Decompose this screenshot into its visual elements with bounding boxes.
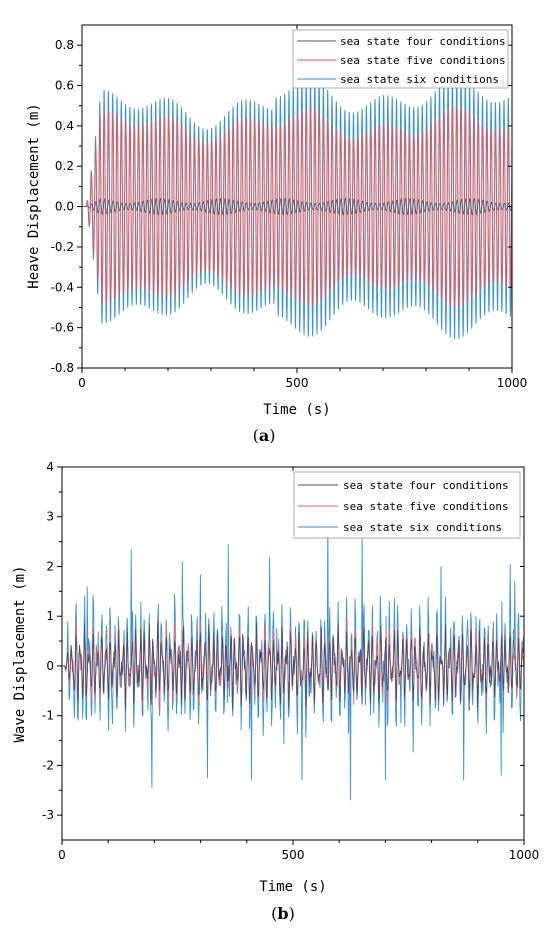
- wave-y-tick-label: -3: [42, 808, 54, 822]
- heave-axis-ticks: 0 500 1000 -0.8 -0.6 -0.4 -0.2 0.0 0.2 0.4 0.6 0.8: [51, 25, 528, 390]
- wave-y-tick-label: 3: [46, 510, 54, 524]
- panel-b-wave-chart: 0 500 1000 -3 -2 -1 0 1 2 3 4 Time (s) Wave Displa…: [12, 460, 539, 923]
- heave-legend-label-six: sea state six conditions: [340, 73, 499, 86]
- heave-series-line-four: [82, 197, 512, 216]
- heave-x-tick-label: 1000: [497, 376, 528, 390]
- heave-y-tick-label: 0.6: [55, 79, 74, 93]
- wave-axis-ticks: 0 500 1000 -3 -2 -1 0 1 2 3 4: [42, 460, 539, 862]
- wave-y-tick-label: 2: [46, 559, 54, 573]
- wave-x-axis-title: Time (s): [259, 879, 326, 895]
- wave-series-line-four: [62, 622, 524, 711]
- wave-legend-label-five: sea state five conditions: [343, 500, 509, 513]
- wave-y-tick-label: 4: [46, 460, 54, 474]
- heave-x-tick-label: 500: [286, 376, 309, 390]
- heave-x-tick-label: 0: [78, 376, 86, 390]
- wave-y-axis-title: Wave Displacement (m): [12, 565, 28, 742]
- heave-y-tick-label: 0.4: [55, 119, 74, 133]
- heave-series-line-five: [82, 105, 512, 308]
- wave-y-tick-label: -1: [42, 709, 54, 723]
- heave-legend-label-five: sea state five conditions: [340, 54, 506, 67]
- heave-y-tick-label: -0.4: [51, 280, 74, 294]
- wave-legend-label-four: sea state four conditions: [343, 479, 509, 492]
- wave-x-tick-label: 1000: [509, 848, 540, 862]
- panel-b-caption-letter: b: [277, 904, 288, 923]
- wave-y-tick-label: -2: [42, 758, 54, 772]
- heave-legend-label-four: sea state four conditions: [340, 35, 506, 48]
- heave-plot-area: [82, 73, 512, 340]
- heave-y-tick-label: -0.2: [51, 240, 74, 254]
- heave-y-tick-label: -0.6: [51, 321, 74, 335]
- heave-y-tick-label: 0.0: [55, 200, 74, 214]
- wave-legend-label-six: sea state six conditions: [343, 521, 502, 534]
- panel-b-caption: (b): [271, 904, 295, 923]
- panel-a-caption-letter: a: [259, 426, 269, 445]
- heave-legend-box: [292, 29, 509, 89]
- heave-x-axis-title: Time (s): [263, 402, 330, 418]
- wave-x-tick-label: 0: [58, 848, 66, 862]
- wave-y-tick-label: 0: [46, 659, 54, 673]
- heave-y-tick-label: -0.8: [51, 361, 74, 375]
- panel-a-caption: (a): [253, 426, 276, 445]
- wave-x-tick-label: 500: [282, 848, 305, 862]
- wave-y-tick-label: 1: [46, 609, 54, 623]
- heave-y-tick-label: 0.2: [55, 159, 74, 173]
- wave-legend: sea state four conditions sea state five…: [293, 471, 521, 539]
- heave-y-tick-label: 0.8: [55, 38, 74, 52]
- heave-y-axis-title: Heave Displacement (m): [26, 103, 42, 288]
- wave-plot-area: [62, 511, 524, 801]
- panel-a-heave-chart: 0 500 1000-0.8-0.6-0.4-0.20.00.20.40.60.8 …: [26, 24, 528, 445]
- heave-legend: sea state four conditions sea state five…: [292, 29, 509, 89]
